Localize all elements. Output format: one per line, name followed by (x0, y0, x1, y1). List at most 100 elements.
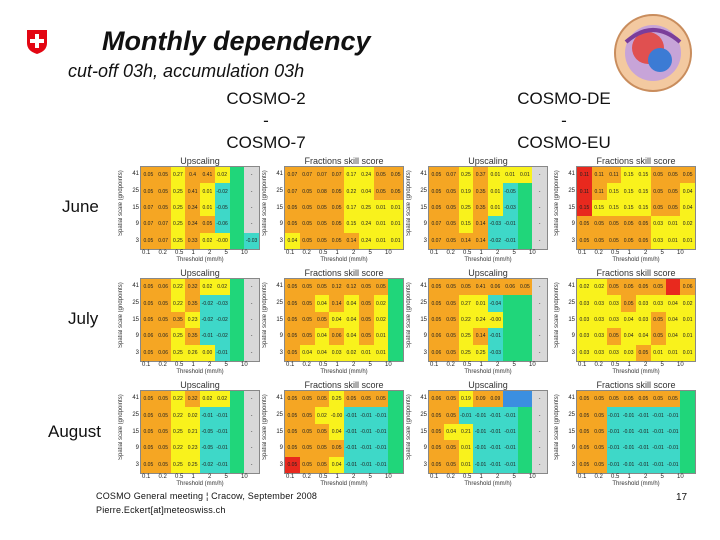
heatmap-cell: 0.15 (344, 216, 359, 233)
heatmap-cell: 0.06 (329, 328, 344, 345)
x-axis-label: Threshold (mm/h) (176, 369, 224, 375)
heatmap-cell: 0.05 (200, 216, 215, 233)
x-tick-label: 0.1 (430, 362, 439, 368)
heatmap-grid: 0.07 0.07 0.07 0.07 0.17 0.24 0.05 0.05 0.07 0.05… (284, 166, 404, 250)
heatmap-cell: - (532, 167, 547, 184)
heatmap-cell (229, 311, 245, 329)
heatmap-cell: 0.05 (665, 167, 681, 184)
heatmap-cell: -0.01 (488, 423, 503, 441)
heatmap-cell: 0.03 (606, 311, 622, 329)
heatmap-cell: 0.05 (650, 311, 666, 329)
heatmap-cell: 0.05 (155, 440, 171, 457)
heatmap-panel-august-upscaling-de: Upscaling Spatial scale (gridpoints) 41 25 1… (406, 380, 558, 492)
column-header-line: - (561, 111, 567, 130)
heatmap-cell: 0.05 (429, 167, 444, 184)
heatmap-cell: 0.11 (591, 167, 607, 184)
x-ticks: 0.1 0.2 0.5 1 2 5 10 (284, 474, 404, 482)
heatmap-cell: -0.02 (214, 311, 230, 329)
heatmap-cell: 0.05 (458, 279, 474, 296)
heatmap-cell: -0.05 (200, 423, 215, 441)
heatmap-cell: 0.05 (606, 232, 622, 249)
x-tick-label: 0.5 (319, 474, 328, 480)
x-tick-label: 5 (368, 362, 372, 368)
heatmap-cell: 0.05 (155, 456, 171, 473)
heatmap-cell: -0.01 (373, 407, 389, 424)
y-tick-label: 41 (568, 283, 575, 289)
y-tick-label: 9 (135, 445, 139, 452)
heatmap-cell: 0.00 (200, 344, 215, 361)
y-tick-label: 41 (568, 395, 575, 401)
heatmap-cell: -0.01 (665, 440, 681, 457)
heatmap-cell (229, 423, 245, 441)
heatmap-cell: 0.05 (155, 167, 171, 184)
heatmap-cell: 0.05 (591, 456, 607, 473)
heatmap-cell (502, 295, 518, 312)
y-tick-label: 9 (423, 333, 427, 340)
x-tick-label: 0.1 (142, 362, 151, 368)
x-tick-label: 2 (208, 474, 212, 480)
heatmap-cell: 0.01 (458, 440, 474, 457)
heatmap-cell: 0.14 (473, 216, 488, 233)
x-tick-label: 1 (335, 362, 339, 368)
y-tick-label: 15 (276, 204, 283, 211)
heatmap-cell: 0.4 (185, 167, 200, 184)
heatmap-cell: -0.00 (214, 232, 230, 249)
heatmap-cell: - (244, 167, 259, 184)
y-tick-label: 41 (420, 171, 427, 177)
heatmap-cell: 0.01 (388, 199, 403, 217)
heatmap-cell: -0.01 (373, 456, 389, 473)
heatmap-cell: 0.05 (591, 216, 607, 233)
heatmap-cell (229, 216, 245, 233)
heatmap-cell: 0.25 (170, 328, 186, 345)
heatmap-cell: 0.05 (314, 456, 330, 473)
y-axis-label: Spatial scale (gridpoints) (262, 394, 268, 460)
heatmap-cell: -0.01 (458, 407, 474, 424)
heatmap-cell: 0.19 (458, 391, 474, 408)
heatmap-cell (517, 391, 533, 408)
y-tick-label: 15 (132, 316, 139, 323)
heatmap-cell: 0.01 (373, 328, 389, 345)
heatmap-cell: 0.04 (329, 456, 344, 473)
y-tick-label: 3 (135, 350, 139, 357)
heatmap-cell: 0.35 (185, 328, 200, 345)
heatmap-cell: 0.05 (285, 407, 300, 424)
x-tick-label: 2 (352, 362, 356, 368)
y-tick-label: 41 (276, 283, 283, 289)
heatmap-cell: 0.05 (141, 232, 156, 249)
heatmap-cell: 0.05 (299, 295, 315, 312)
heatmap-cell (502, 311, 518, 329)
heatmap-cell (229, 456, 245, 473)
heatmap-cell: -0.01 (636, 423, 651, 441)
heatmap-cell: 0.05 (443, 279, 459, 296)
heatmap-cell: 0.05 (141, 183, 156, 200)
heatmap-cell: 0.05 (155, 311, 171, 329)
heatmap-cell: 0.05 (314, 391, 330, 408)
heatmap-panel-july-upscaling-de: Upscaling Spatial scale (gridpoints) 41 25 1… (406, 268, 558, 380)
x-tick-label: 1 (479, 250, 483, 256)
y-axis-label: Spatial scale (gridpoints) (118, 170, 124, 236)
y-tick-label: 41 (276, 395, 283, 401)
heatmap-grid: 0.05 0.05 0.05 0.05 0.05 0.05 0.05 0.05 0.05 -0.0… (576, 390, 696, 474)
heatmap-cell: 0.05 (429, 407, 444, 424)
heatmap-cell: -0.01 (606, 407, 622, 424)
column-header-line: COSMO-DE (517, 89, 611, 108)
x-tick-label: 1 (191, 250, 195, 256)
heatmap-cell: 0.05 (314, 199, 330, 217)
heatmap-cell: 0.04 (285, 232, 300, 249)
heatmap-cell (517, 295, 533, 312)
heatmap-cell: 0.02 (344, 344, 359, 361)
x-tick-label: 1 (335, 474, 339, 480)
heatmap-cell: 0.21 (458, 423, 474, 441)
x-ticks: 0.1 0.2 0.5 1 2 5 10 (576, 362, 696, 370)
panel-title: Upscaling (180, 380, 220, 390)
y-tick-label: 41 (276, 171, 283, 177)
heatmap-cell: 0.05 (285, 391, 300, 408)
heatmap-cell (517, 232, 533, 249)
heatmap-cell: 0.05 (443, 232, 459, 249)
heatmap-cell: 0.01 (373, 344, 389, 361)
heatmap-cell: 0.05 (285, 279, 300, 296)
x-tick-label: 1 (627, 250, 631, 256)
heatmap-cell: 0.05 (141, 440, 156, 457)
x-tick-label: 0.2 (594, 362, 603, 368)
x-tick-label: 0.5 (319, 362, 328, 368)
